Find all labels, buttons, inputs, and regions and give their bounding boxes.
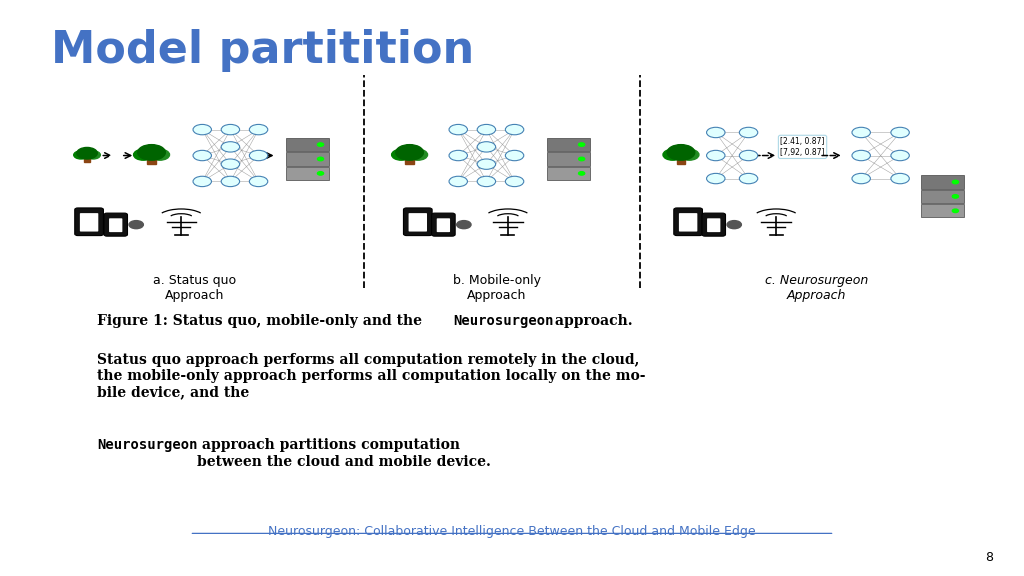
Circle shape [477, 176, 496, 187]
Circle shape [505, 176, 523, 187]
Circle shape [477, 142, 496, 152]
Circle shape [395, 145, 424, 160]
Circle shape [852, 150, 870, 161]
Bar [547, 138, 590, 151]
Circle shape [77, 147, 97, 159]
Circle shape [221, 159, 240, 169]
Bar [921, 175, 964, 188]
Circle shape [391, 149, 411, 160]
Circle shape [579, 172, 585, 175]
Circle shape [707, 173, 725, 184]
Text: b. Mobile-only
Approach: b. Mobile-only Approach [453, 274, 541, 302]
Circle shape [317, 157, 324, 161]
Circle shape [891, 127, 909, 138]
Text: approach partitions computation
between the cloud and mobile device.: approach partitions computation between … [197, 438, 490, 468]
Bar [84, 156, 90, 162]
Circle shape [668, 145, 694, 160]
Circle shape [852, 173, 870, 184]
FancyBboxPatch shape [679, 213, 697, 232]
Circle shape [505, 124, 523, 135]
Text: 8: 8 [985, 551, 993, 564]
Circle shape [663, 149, 682, 160]
Circle shape [250, 124, 268, 135]
Circle shape [193, 176, 212, 187]
FancyBboxPatch shape [110, 218, 123, 232]
FancyBboxPatch shape [436, 218, 451, 232]
Circle shape [952, 180, 958, 184]
Circle shape [151, 149, 170, 160]
Circle shape [133, 149, 153, 160]
Circle shape [221, 176, 240, 187]
Text: Status quo approach performs all computation remotely in the cloud,
the mobile-o: Status quo approach performs all computa… [97, 353, 646, 400]
Text: approach.: approach. [550, 314, 633, 328]
Circle shape [221, 124, 240, 135]
Bar [921, 190, 964, 203]
Circle shape [680, 149, 699, 160]
Circle shape [449, 176, 467, 187]
Text: [2.41, 0.87]
[7,92, 0.87]: [2.41, 0.87] [7,92, 0.87] [780, 137, 824, 157]
FancyBboxPatch shape [104, 213, 127, 236]
Circle shape [852, 127, 870, 138]
Circle shape [449, 124, 467, 135]
Text: Neurosurgeon: Collaborative Intelligence Between the Cloud and Mobile Edge: Neurosurgeon: Collaborative Intelligence… [268, 525, 756, 539]
Circle shape [579, 157, 585, 161]
Circle shape [86, 151, 100, 159]
Circle shape [457, 221, 471, 229]
Circle shape [409, 149, 428, 160]
Bar [547, 167, 590, 180]
Circle shape [952, 195, 958, 198]
Circle shape [891, 173, 909, 184]
Circle shape [250, 150, 268, 161]
FancyBboxPatch shape [702, 213, 725, 236]
Circle shape [505, 150, 523, 161]
FancyBboxPatch shape [674, 208, 702, 236]
FancyBboxPatch shape [80, 213, 98, 232]
Text: Figure 1: Status quo, mobile-only and the: Figure 1: Status quo, mobile-only and th… [97, 314, 427, 328]
Circle shape [891, 150, 909, 161]
Text: a. Status quo
Approach: a. Status quo Approach [153, 274, 237, 302]
Bar [547, 152, 590, 166]
Circle shape [317, 172, 324, 175]
Bar [286, 167, 329, 180]
Text: c. Neurosurgeon
Approach: c. Neurosurgeon Approach [765, 274, 867, 302]
Circle shape [707, 150, 725, 161]
Circle shape [739, 173, 758, 184]
Text: Neurosurgeon: Neurosurgeon [97, 438, 198, 452]
Circle shape [449, 150, 467, 161]
Circle shape [137, 145, 166, 160]
Circle shape [707, 127, 725, 138]
Circle shape [193, 124, 212, 135]
Circle shape [477, 124, 496, 135]
Circle shape [739, 150, 758, 161]
Circle shape [952, 209, 958, 213]
Circle shape [579, 143, 585, 146]
Circle shape [727, 221, 741, 229]
Circle shape [221, 142, 240, 152]
Bar [147, 156, 156, 164]
Text: Neurosurgeon: Neurosurgeon [454, 314, 554, 328]
Circle shape [317, 143, 324, 146]
Bar [677, 156, 685, 164]
FancyBboxPatch shape [707, 218, 721, 232]
FancyBboxPatch shape [75, 208, 103, 236]
Circle shape [129, 221, 143, 229]
Bar [286, 138, 329, 151]
Bar [406, 156, 414, 164]
FancyBboxPatch shape [409, 213, 427, 232]
Bar [286, 152, 329, 166]
Circle shape [74, 151, 88, 159]
Circle shape [739, 127, 758, 138]
Text: Model partitition: Model partitition [51, 29, 474, 72]
Bar [921, 204, 964, 217]
FancyBboxPatch shape [403, 208, 432, 236]
Circle shape [477, 159, 496, 169]
Circle shape [193, 150, 212, 161]
Circle shape [250, 176, 268, 187]
FancyBboxPatch shape [432, 213, 455, 236]
